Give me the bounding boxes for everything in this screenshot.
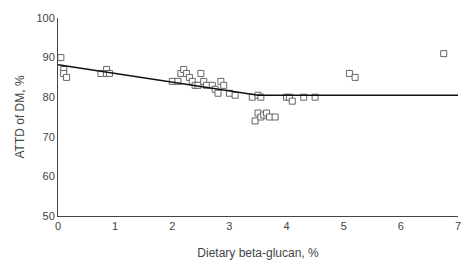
svg-text:7: 7 bbox=[455, 220, 461, 232]
svg-text:70: 70 bbox=[43, 131, 55, 143]
svg-text:50: 50 bbox=[43, 210, 55, 222]
svg-text:4: 4 bbox=[284, 220, 290, 232]
svg-text:ATTD of DM, %: ATTD of DM, % bbox=[13, 75, 27, 158]
svg-text:100: 100 bbox=[36, 12, 54, 24]
svg-text:3: 3 bbox=[226, 220, 232, 232]
svg-text:5: 5 bbox=[341, 220, 347, 232]
svg-text:60: 60 bbox=[43, 170, 55, 182]
svg-text:6: 6 bbox=[398, 220, 404, 232]
svg-text:1: 1 bbox=[112, 220, 118, 232]
svg-text:80: 80 bbox=[43, 91, 55, 103]
svg-text:Dietary beta-glucan, %: Dietary beta-glucan, % bbox=[197, 246, 319, 260]
svg-text:90: 90 bbox=[43, 51, 55, 63]
svg-text:0: 0 bbox=[55, 220, 61, 232]
svg-text:2: 2 bbox=[169, 220, 175, 232]
